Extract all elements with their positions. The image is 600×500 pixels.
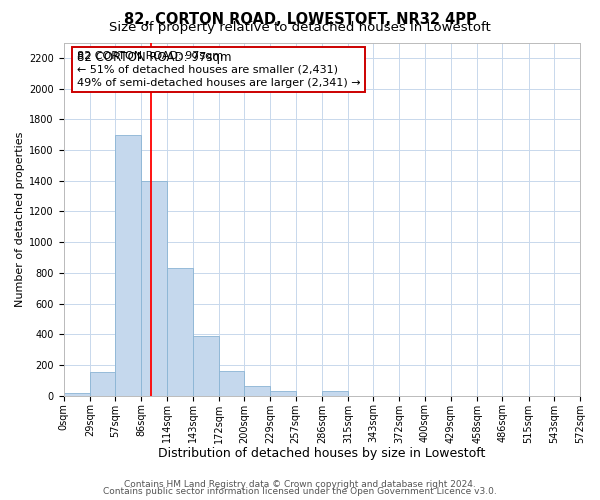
X-axis label: Distribution of detached houses by size in Lowestoft: Distribution of detached houses by size … bbox=[158, 447, 485, 460]
Bar bbox=[90, 372, 115, 396]
Bar bbox=[141, 180, 167, 396]
Bar bbox=[322, 391, 348, 396]
Text: 82 CORTON ROAD: 97sqm: 82 CORTON ROAD: 97sqm bbox=[77, 52, 231, 82]
Bar bbox=[193, 336, 219, 396]
Text: Size of property relative to detached houses in Lowestoft: Size of property relative to detached ho… bbox=[109, 22, 491, 35]
Bar bbox=[271, 391, 296, 396]
Bar bbox=[115, 134, 141, 396]
Y-axis label: Number of detached properties: Number of detached properties bbox=[15, 132, 25, 307]
Bar bbox=[219, 371, 244, 396]
Text: Contains HM Land Registry data © Crown copyright and database right 2024.: Contains HM Land Registry data © Crown c… bbox=[124, 480, 476, 489]
Text: Contains public sector information licensed under the Open Government Licence v3: Contains public sector information licen… bbox=[103, 487, 497, 496]
Bar bbox=[244, 386, 271, 396]
Bar bbox=[167, 268, 193, 396]
Bar bbox=[64, 392, 90, 396]
Text: 82 CORTON ROAD: 97sqm
← 51% of detached houses are smaller (2,431)
49% of semi-d: 82 CORTON ROAD: 97sqm ← 51% of detached … bbox=[77, 52, 360, 88]
Text: 82, CORTON ROAD, LOWESTOFT, NR32 4PP: 82, CORTON ROAD, LOWESTOFT, NR32 4PP bbox=[124, 12, 476, 26]
